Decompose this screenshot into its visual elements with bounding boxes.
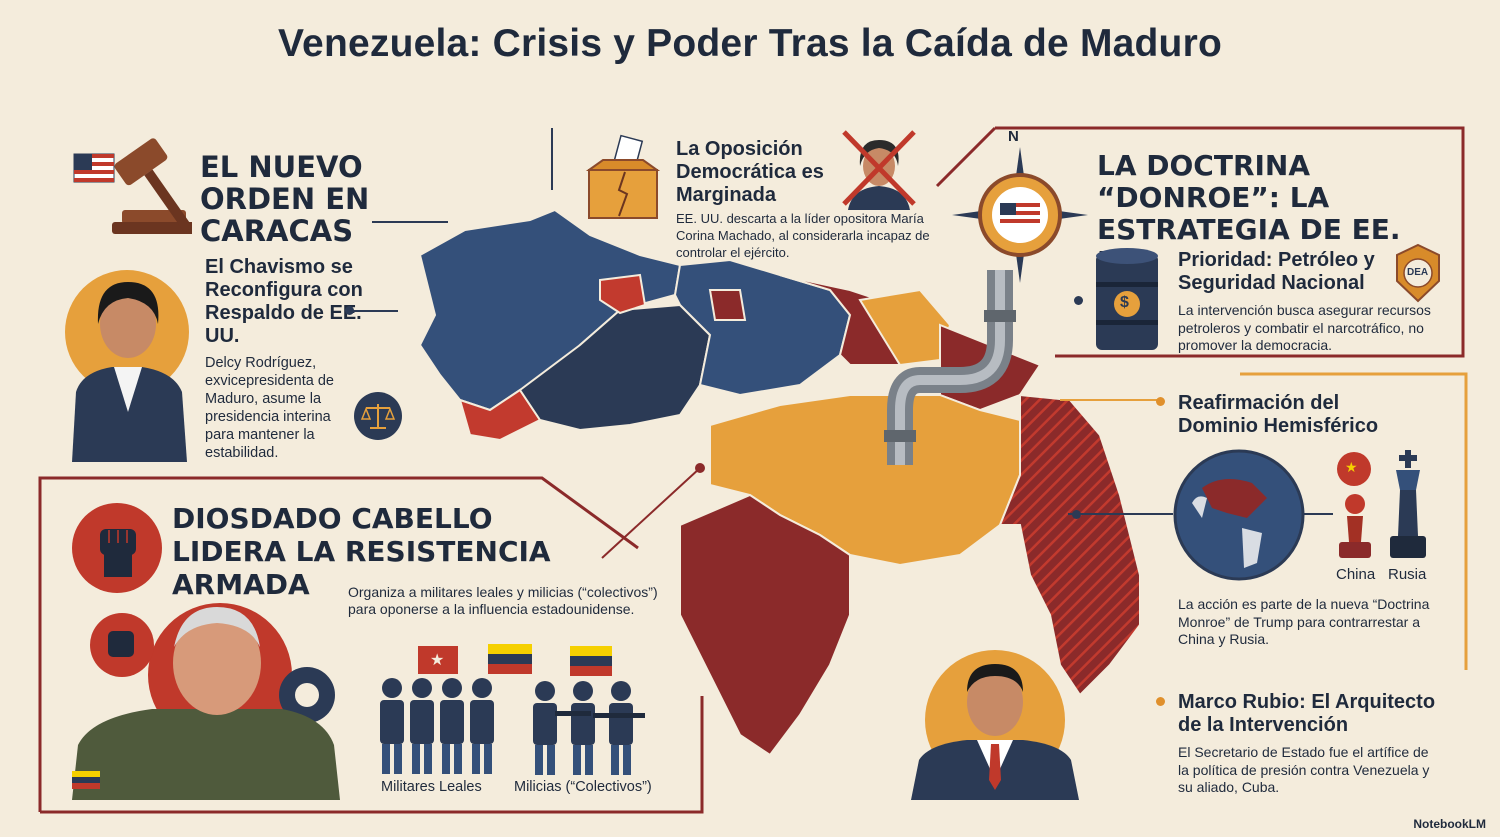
- map-region-red-north: [599, 273, 647, 315]
- label-rusia: Rusia: [1388, 566, 1427, 583]
- oposicion-body: EE. UU. descarta a la líder opositora Ma…: [676, 211, 930, 260]
- delcy-body: Delcy Rodríguez, exvicepresidenta de Mad…: [205, 355, 334, 461]
- rubio-body: El Secretario de Estado fue el artífice …: [1178, 744, 1430, 795]
- dea-badge-text: DEA: [1407, 267, 1429, 278]
- cabello-heading: DIOSDADO CABELLO LIDERA LA RESISTENCIA A…: [172, 502, 551, 601]
- globe-icon: [1172, 448, 1307, 583]
- gavel-icon: [73, 138, 192, 234]
- pipe-icon: [884, 270, 1016, 465]
- page-title: Venezuela: Crisis y Poder Tras la Caída …: [278, 22, 1222, 65]
- red-flag-icon: ★: [418, 646, 458, 674]
- cabello-panel-frame: [38, 476, 704, 814]
- venezuela-flag-icon: [570, 646, 612, 676]
- venezuela-map: [418, 208, 1141, 757]
- crossed-out-portrait-icon: [838, 126, 920, 210]
- map-region-amazonas: [679, 493, 851, 757]
- connector-dot: [1074, 296, 1083, 305]
- connector-line: [353, 310, 398, 312]
- gavel-illustration: [52, 132, 192, 242]
- barrel-dollar-symbol: $: [1120, 294, 1129, 311]
- compass-north-label: N: [1008, 128, 1019, 145]
- reafirmacion-panel-frame: [1060, 372, 1468, 670]
- label-milicias: Milicias (“Colectivos”): [514, 779, 652, 795]
- doctrina-panel-frame: [935, 126, 1465, 358]
- cabello-body: Organiza a militares leales y milicias (…: [348, 584, 658, 617]
- fist-icon: [72, 503, 162, 593]
- map-region-central: [673, 258, 852, 397]
- portrait-cabello: [72, 585, 342, 800]
- chess-king-icon: [1386, 450, 1430, 562]
- connector-dot: [1156, 397, 1165, 406]
- militia-icon: [533, 681, 645, 775]
- map-region-capital: [708, 289, 747, 321]
- prioridad-heading: Prioridad: Petróleo y Seguridad Nacional: [1178, 249, 1375, 294]
- reafirmacion-heading: Reafirmación del Dominio Hemisférico: [1178, 392, 1379, 437]
- prioridad-body: La intervención busca asegurar recursos …: [1178, 302, 1431, 353]
- label-china: China: [1336, 566, 1376, 583]
- map-region-esequibo: [998, 393, 1141, 697]
- connector-line: [1303, 513, 1333, 515]
- oil-barrel-icon: $: [1092, 244, 1162, 356]
- chavismo-subheading: El Chavismo se Reconfigura con Respaldo …: [205, 256, 363, 347]
- dea-badge-icon: DEA: [1393, 243, 1443, 303]
- portrait-delcy: [62, 262, 202, 462]
- connector-dot: [1072, 510, 1081, 519]
- soldiers-icon: [380, 678, 494, 774]
- compass-icon: [950, 145, 1090, 285]
- doctrina-heading: LA DOCTRINA “DONROE”: LA ESTRATEGIA DE E…: [1097, 149, 1401, 278]
- chess-pawn-icon: [1335, 490, 1375, 562]
- nuevo-orden-heading: EL NUEVO ORDEN EN CARACAS: [200, 150, 370, 248]
- china-flag-icon: ★: [1337, 452, 1371, 486]
- connector-line: [1068, 513, 1173, 515]
- oposicion-heading: La Oposición Democrática es Marginada: [676, 138, 824, 206]
- connector-line: [551, 128, 553, 190]
- ballot-box-icon: [583, 132, 663, 222]
- rubio-heading: Marco Rubio: El Arquitecto de la Interve…: [1178, 691, 1436, 736]
- connector-dot: [345, 306, 354, 315]
- venezuela-flag-icon: [488, 644, 532, 674]
- reafirmacion-body: La acción es parte de la nueva “Doctrina…: [1178, 596, 1430, 647]
- connector-dot: [1156, 697, 1165, 706]
- connector-line: [372, 221, 448, 223]
- notebooklm-logo: NotebookLM: [1413, 817, 1486, 831]
- label-militares-leales: Militares Leales: [381, 779, 482, 795]
- portrait-rubio: [905, 640, 1085, 800]
- connector-line: [601, 463, 705, 559]
- scales-icon: [354, 392, 402, 440]
